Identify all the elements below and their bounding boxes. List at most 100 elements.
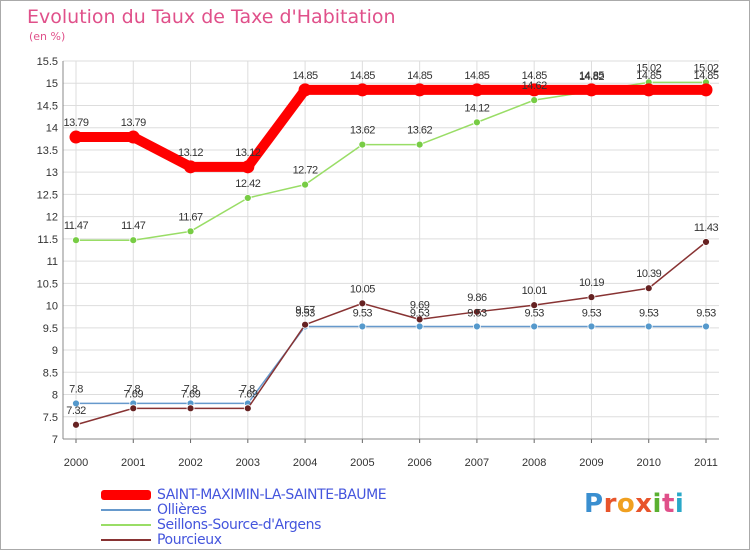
legend-swatch: [101, 508, 151, 511]
legend-item-saint-maximin: SAINT-MAXIMIN-LA-SAINTE-BAUME: [101, 487, 387, 503]
data-point: [473, 322, 481, 331]
logo-letter: r: [603, 489, 617, 519]
data-point: [415, 322, 424, 331]
data-label: 13.79: [63, 117, 88, 129]
x-tick-label: 2007: [465, 457, 489, 469]
chart-unit-label: (en %): [29, 30, 66, 43]
y-tick-label: 15: [46, 78, 58, 90]
data-point: [415, 140, 424, 149]
data-label: 7.8: [241, 383, 255, 395]
legend-item-ollieres: Ollières: [101, 501, 386, 518]
x-tick-label: 2003: [236, 457, 260, 469]
x-tick-label: 2005: [350, 457, 374, 469]
legend-swatch: [101, 523, 151, 526]
data-label: 9.53: [639, 307, 659, 319]
series-ollieres: [72, 322, 710, 408]
data-point: [699, 83, 713, 97]
data-label: 15.02: [693, 62, 718, 74]
y-tick-label: 7.5: [43, 412, 58, 424]
data-point: [358, 322, 367, 331]
data-label: 11.67: [178, 211, 203, 223]
x-tick-label: 2010: [636, 457, 660, 469]
x-tick-label: 2001: [121, 457, 145, 469]
data-label: 7.8: [126, 383, 140, 395]
series-pourcieux: [72, 238, 710, 429]
data-label: 11.47: [121, 220, 146, 232]
data-label: 9.53: [467, 307, 487, 319]
data-label: 14.85: [636, 70, 661, 82]
data-point: [186, 404, 195, 413]
y-tick-label: 9: [52, 345, 58, 357]
logo-letter: o: [616, 489, 636, 519]
data-point: [355, 83, 369, 97]
data-point: [413, 83, 427, 97]
series-line: [71, 84, 711, 172]
y-tick-label: 7: [52, 434, 58, 446]
data-label: 7.32: [66, 405, 86, 417]
data-label: 14.85: [293, 70, 318, 82]
legend-swatch: [101, 489, 151, 500]
data-point: [184, 160, 198, 174]
data-point: [72, 399, 80, 408]
data-label: 10.05: [350, 283, 375, 295]
chart-title: Evolution du Taux de Taxe d'Habitation: [27, 6, 396, 28]
y-tick-label: 15.5: [37, 56, 58, 68]
legend-item-seillons: Seillons-Source-d'Argens: [101, 516, 386, 533]
logo-letter: i: [674, 489, 685, 519]
data-point: [644, 284, 653, 293]
data-point: [301, 180, 309, 189]
data-point: [241, 160, 255, 174]
data-label: 13.12: [235, 147, 260, 159]
data-point: [702, 322, 710, 331]
data-label: 9.57: [295, 305, 315, 317]
data-label: 11.47: [64, 220, 89, 232]
data-point: [298, 83, 312, 97]
y-tick-label: 10: [46, 301, 58, 313]
data-label: 12.72: [293, 165, 318, 177]
data-point: [301, 320, 309, 329]
legend-swatch: [101, 538, 151, 541]
y-tick-label: 13: [46, 167, 58, 179]
y-tick-label: 13.5: [37, 145, 58, 157]
data-point: [129, 236, 138, 245]
data-point: [243, 194, 252, 202]
legend-label: Seillons-Source-d'Argens: [157, 516, 321, 533]
data-point: [530, 322, 539, 331]
data-label: 7.69: [124, 388, 144, 400]
data-point: [587, 293, 596, 302]
y-tick-label: 8: [52, 390, 58, 402]
plot-area: [63, 61, 719, 439]
data-point: [243, 404, 252, 413]
data-label: 13.79: [121, 117, 146, 129]
logo-letter: P: [584, 489, 604, 519]
x-tick-label: 2008: [522, 457, 546, 469]
data-label: 14.82: [579, 71, 604, 83]
series-saint-maximin: [69, 83, 713, 174]
logo-letter: x: [635, 489, 653, 519]
data-label: 9.53: [582, 307, 602, 319]
x-tick-label: 2002: [178, 457, 202, 469]
data-label: 14.85: [407, 70, 432, 82]
legend-label: Ollières: [157, 501, 207, 518]
data-point: [358, 299, 367, 308]
x-tick-label: 2009: [579, 457, 603, 469]
y-tick-label: 12: [46, 212, 58, 224]
x-tick-label: 2011: [694, 457, 718, 469]
data-label: 14.12: [464, 102, 489, 114]
data-label: 7.69: [181, 388, 201, 400]
data-label: 9.86: [467, 292, 487, 304]
y-tick-label: 14.5: [37, 100, 58, 112]
data-point: [702, 238, 710, 246]
data-point: [644, 322, 653, 331]
data-label: 13.62: [350, 125, 375, 137]
data-label: 10.01: [522, 285, 547, 297]
data-point: [530, 96, 539, 105]
x-tick-label: 2004: [293, 457, 317, 469]
y-tick-label: 9.5: [43, 323, 58, 335]
data-label: 12.42: [235, 178, 260, 190]
data-label: 9.53: [353, 307, 373, 319]
y-tick-label: 10.5: [37, 278, 58, 290]
data-point: [473, 307, 481, 316]
data-point: [584, 83, 598, 97]
y-tick-label: 12.5: [37, 189, 58, 201]
